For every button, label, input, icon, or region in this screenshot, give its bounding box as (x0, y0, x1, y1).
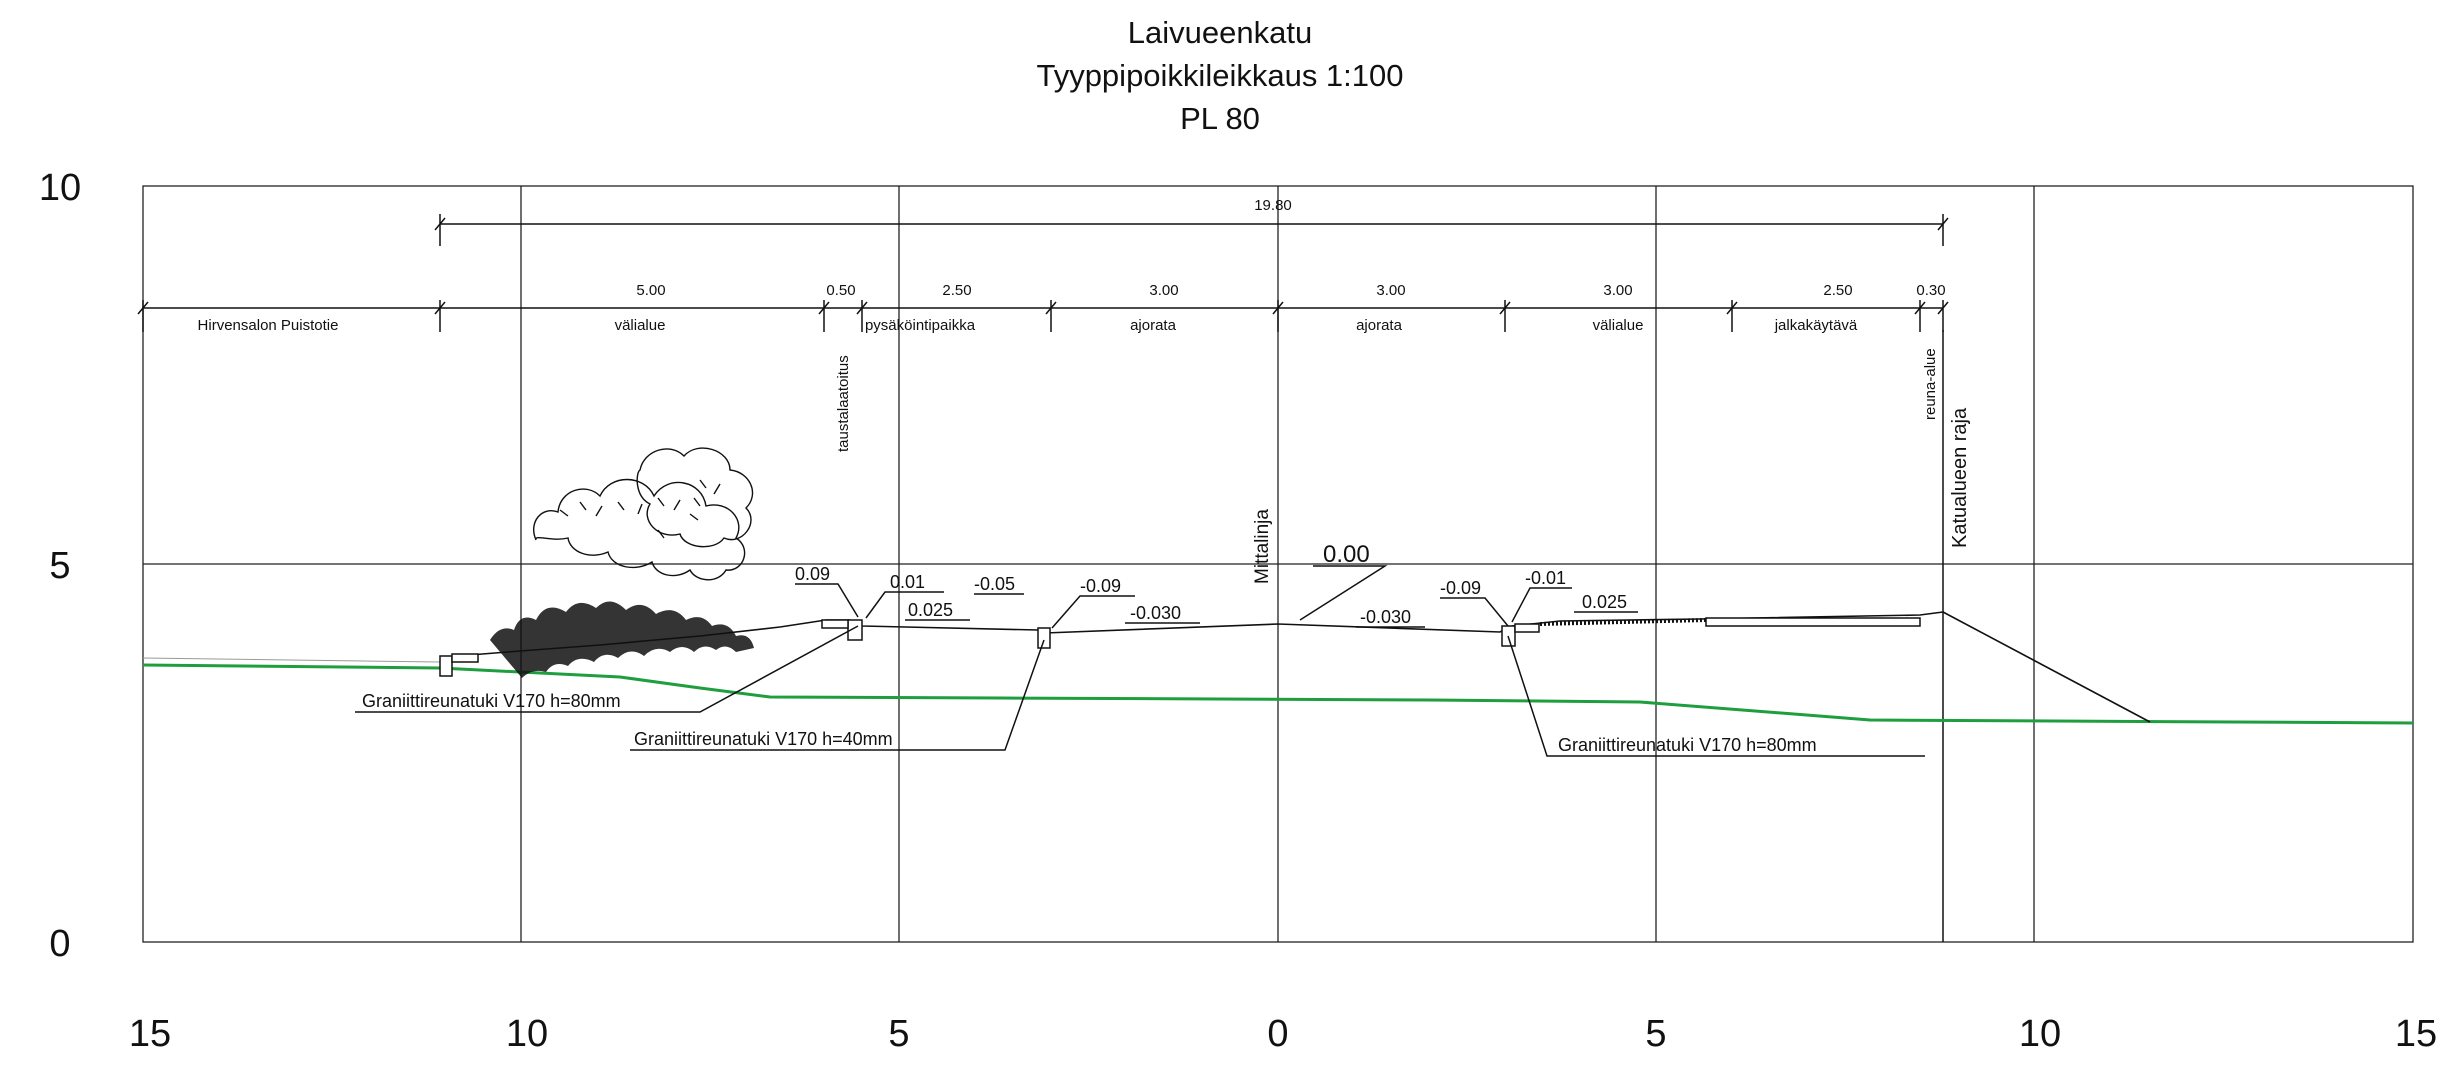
dim-valialue-left: 5.00 (636, 282, 665, 299)
elevation-zero: 0.00 (1323, 541, 1370, 568)
paving-taustalaatoitus (821, 619, 849, 629)
shrub-icon (533, 447, 754, 581)
zone-pysakointipaikka: pysäköintipaikka (865, 317, 976, 334)
shrub-canopy-2 (636, 447, 754, 548)
title-section-type: Tyyppipoikkileikkaus 1:100 (1036, 58, 1404, 93)
x-tick-0: 0 (1267, 1013, 1288, 1055)
dim-ajorata-right: 3.00 (1376, 282, 1405, 299)
elevation-e6: -0.030 (1130, 603, 1181, 623)
ground-line (142, 663, 2414, 725)
x-tick-5-left: 5 (888, 1013, 909, 1055)
x-tick-10-left: 10 (506, 1013, 548, 1055)
label-reuna-alue: reuna-alue (1922, 348, 1939, 420)
label-taustalaatoitus: taustalaatoitus (835, 355, 852, 452)
curb-right-base (1514, 623, 1540, 633)
leader-e5 (1051, 595, 1135, 629)
zone-valialue-left: välialue (615, 317, 666, 334)
shrub-canopy-1 (533, 478, 746, 581)
x-tick-15-left: 15 (129, 1013, 171, 1055)
elevation-e4: -0.05 (974, 574, 1015, 594)
zone-ajorata-left: ajorata (1130, 317, 1177, 334)
grid (142, 185, 2414, 943)
callout-labels: Graniittireunatuki V170 h=80mm Graniitti… (362, 691, 1817, 755)
elevation-e1: 0.09 (795, 564, 830, 584)
title-station: PL 80 (1180, 101, 1260, 136)
elevation-e3: 0.025 (908, 600, 953, 620)
shrub-foliage-mass (490, 601, 754, 678)
y-tick-0: 0 (49, 923, 70, 965)
dim-taustalaatoitus: 0.50 (826, 282, 855, 299)
total-width: 19.80 (1254, 197, 1292, 214)
zone-hirvensalon: Hirvensalon Puistotie (198, 317, 339, 334)
dim-jalkakaytava: 2.50 (1823, 282, 1852, 299)
shrub-foliage-icon (490, 601, 754, 678)
dimension-lines (137, 214, 1949, 942)
elevation-e10: 0.025 (1582, 592, 1627, 612)
elevation-e2: 0.01 (890, 572, 925, 592)
x-tick-10-right: 10 (2019, 1013, 2061, 1055)
dim-valialue-right: 3.00 (1603, 282, 1632, 299)
label-katualueen-raja: Katualueen raja (1949, 407, 1971, 548)
callout-leader-1 (355, 625, 859, 713)
x-tick-5-right: 5 (1645, 1013, 1666, 1055)
y-tick-10: 10 (39, 167, 81, 209)
callout-curb-80-left: Graniittireunatuki V170 h=80mm (362, 691, 621, 711)
elevation-e7: -0.030 (1360, 607, 1411, 627)
y-tick-5: 5 (49, 545, 70, 587)
callout-leaders (355, 625, 1925, 757)
curb-pysakointi (1037, 627, 1051, 649)
dim-ajorata-left: 3.00 (1149, 282, 1178, 299)
leader-e8 (1440, 597, 1509, 627)
zone-jalkakaytava: jalkakäytävä (1774, 317, 1858, 334)
title-street-name: Laivueenkatu (1127, 15, 1313, 50)
callout-leader-2 (630, 639, 1045, 751)
elevation-labels: 0.00 0.09 0.01 0.025 -0.05 -0.09 -0.030 … (795, 541, 1627, 627)
elevation-leaders (795, 565, 1638, 629)
sidewalk-edge-strip (1705, 617, 1921, 627)
x-tick-15-right: 15 (2395, 1013, 2437, 1055)
zone-valialue-right: välialue (1593, 317, 1644, 334)
curb-left-base (451, 653, 479, 663)
existing-surface-line (142, 657, 441, 663)
elevation-e9: -0.01 (1525, 568, 1566, 588)
label-mittalinja: Mittalinja (1252, 509, 1273, 584)
dimension-values: 19.80 5.00 0.50 2.50 3.00 3.00 3.00 2.50… (636, 197, 1945, 299)
leader-e9 (1511, 587, 1572, 623)
dim-reuna-alue: 0.30 (1916, 282, 1945, 299)
curb-taustalaatoitus (847, 619, 863, 641)
leader-e2 (865, 591, 944, 619)
leader-e1 (795, 583, 859, 618)
dim-pysakointi: 2.50 (942, 282, 971, 299)
axis-labels: 10 5 0 15 10 5 0 5 10 15 (39, 167, 2437, 1055)
shrub-leaf-detail (559, 479, 721, 539)
segment-ticks (137, 300, 1949, 332)
elevation-e8: -0.09 (1440, 578, 1481, 598)
callout-curb-40: Graniittireunatuki V170 h=40mm (634, 729, 893, 749)
slope-right (1942, 611, 2151, 723)
curb-left (439, 655, 453, 677)
zone-ajorata-right: ajorata (1356, 317, 1403, 334)
dim-tick-slash (434, 217, 446, 231)
elevation-e5: -0.09 (1080, 576, 1121, 596)
dim-tick-slash (1937, 217, 1949, 231)
callout-leader-3 (1507, 635, 1925, 757)
title-block: Laivueenkatu Tyyppipoikkileikkaus 1:100 … (0, 11, 2440, 140)
leader-zero (1299, 565, 1388, 621)
callout-curb-80-right: Graniittireunatuki V170 h=80mm (1558, 735, 1817, 755)
zone-labels: Hirvensalon Puistotie välialue pysäköint… (198, 317, 1858, 334)
